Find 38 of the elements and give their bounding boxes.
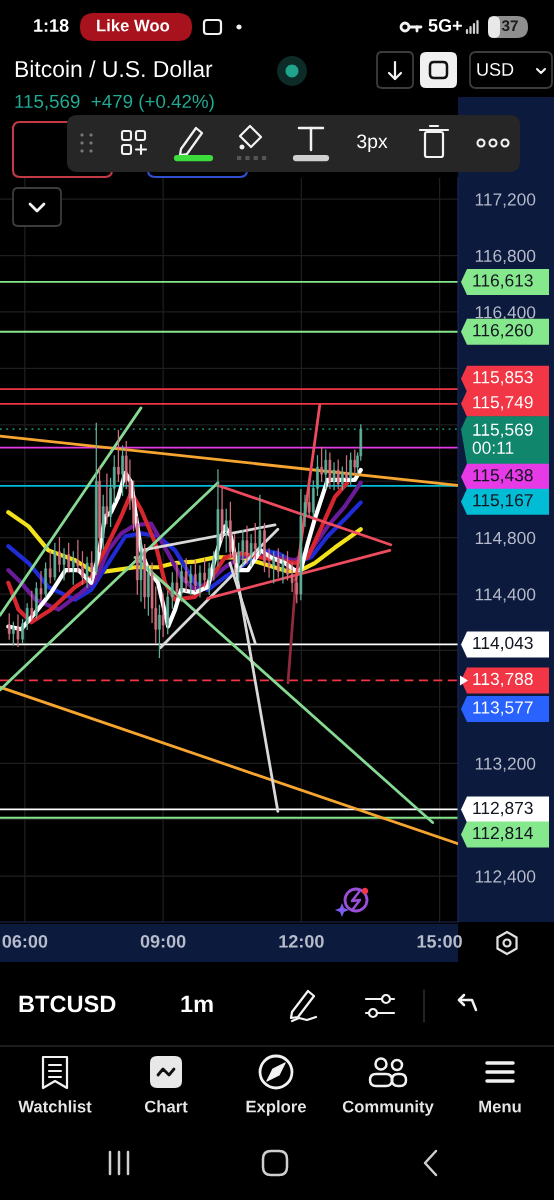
ref-line-label: 115,438 [473,469,533,484]
ref-line-label: 114,043 [473,636,533,652]
text: Menu [479,1100,521,1113]
ref-line-label: 112,873 [473,801,533,817]
text: Community [342,1100,434,1116]
x-tick-label: 12:00 [279,934,324,948]
y-tick-label: 116,800 [475,249,536,265]
text: 113,577 [473,701,533,716]
text: USD [477,63,514,76]
text: 37 [501,20,518,32]
ref-line-label: 116,260 [473,324,533,339]
chart-title: Bitcoin / U.S. Dollar [15,60,213,78]
y-tick-label: 112,400 [475,870,536,885]
ref-line-label: 115,167 [473,494,533,509]
y-tick-label: 113,200 [475,757,536,772]
y-tick-label: 116,400 [475,306,536,321]
text: 1m [181,995,213,1013]
text: 1:18 [34,19,69,32]
x-tick-label: 06:00 [2,934,48,948]
ref-line-label: 112,814 [473,826,533,842]
x-tick-label: 15:00 [417,934,462,948]
y-tick-label: 117,200 [475,193,536,208]
text: Chart [144,1100,188,1113]
chart-subtitle: 115,569 +479 (+0.42%) [15,94,214,112]
y-tick-label: 114,400 [475,588,536,603]
ref-line-label: 115,569 00:11 [472,423,533,454]
text: Explore [246,1100,306,1116]
text: Watchlist [18,1100,92,1113]
text: Like Woo [97,19,170,32]
ref-line-label: 113,788 [473,672,533,688]
text: 5G+ [428,19,462,32]
text: 3px [357,134,388,153]
y-tick-label: 114,800 [475,531,536,547]
text: BTCUSD [19,995,116,1013]
ref-line-label: 115,853 [473,371,533,386]
x-tick-label: 09:00 [140,934,186,948]
ref-line-label: 116,613 [473,274,533,289]
ref-line-label: 115,749 [473,396,533,411]
